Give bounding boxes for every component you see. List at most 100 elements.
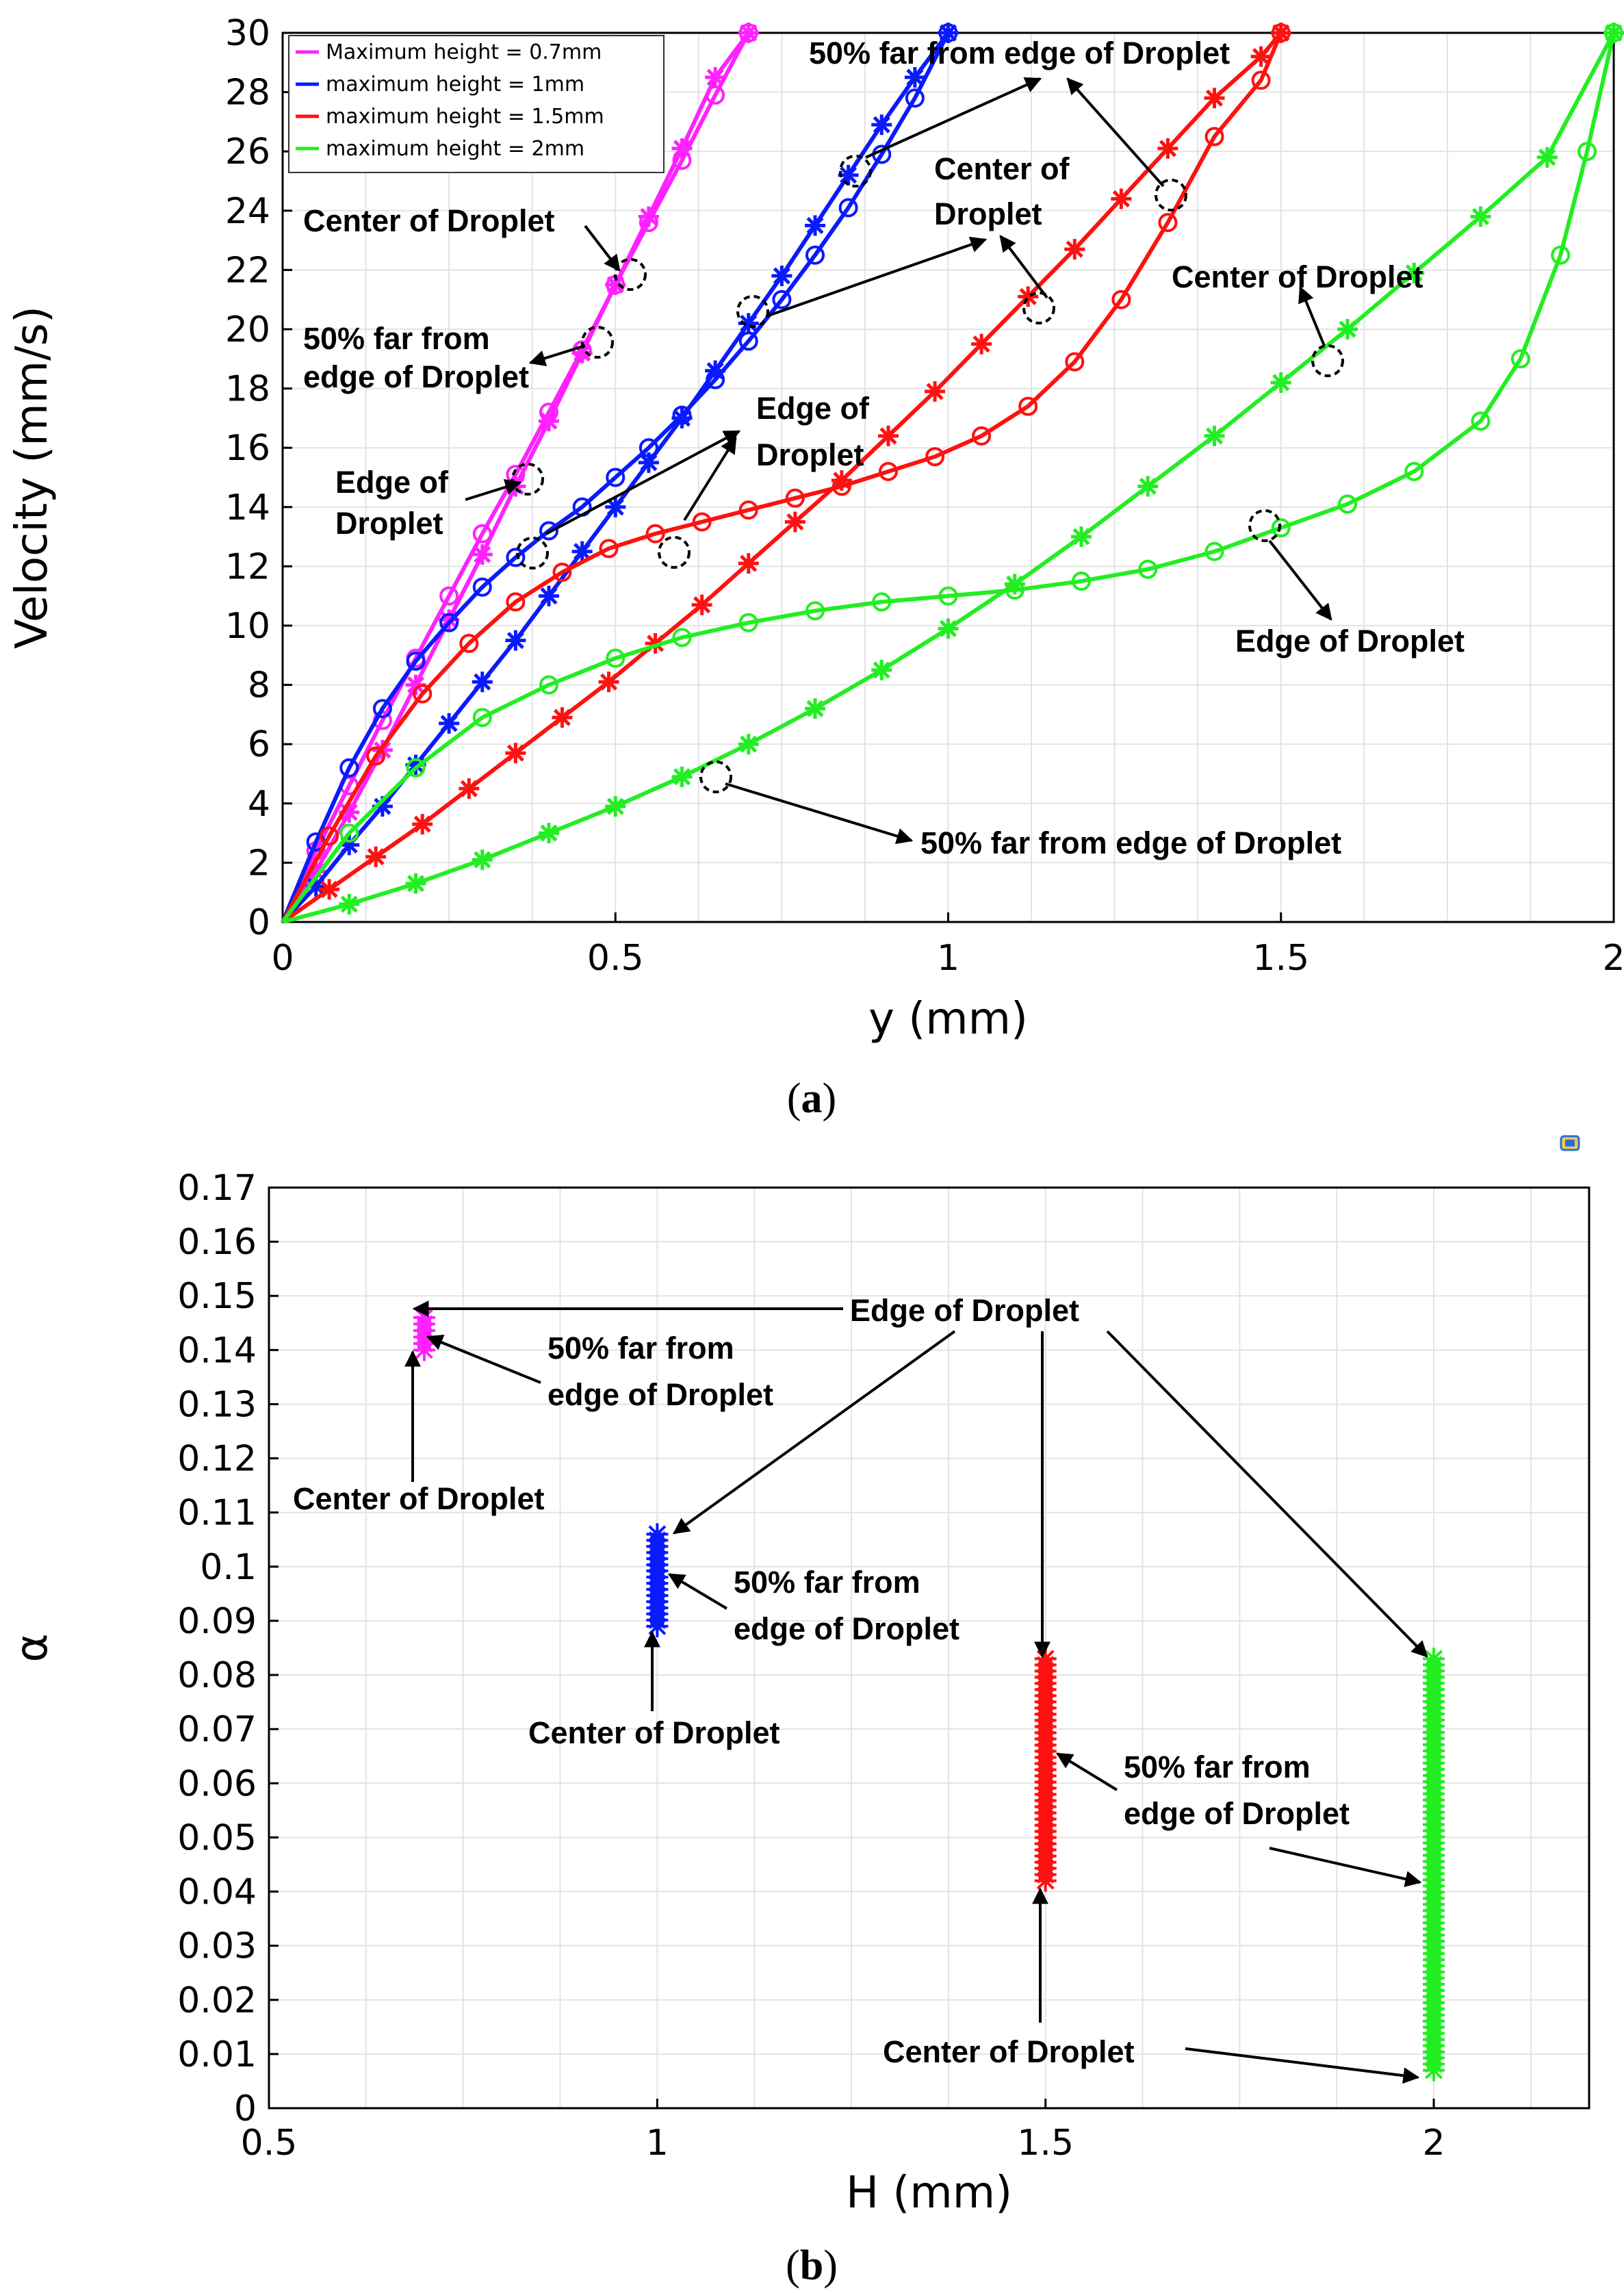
circle-marker — [1551, 245, 1571, 265]
star-marker — [838, 164, 859, 185]
star-marker — [505, 743, 526, 764]
x-axis-label: y (mm) — [868, 994, 1028, 1045]
x-tick-label: 1 — [646, 2123, 669, 2164]
circle-marker — [1018, 396, 1038, 416]
annotation-50pct-droplet-line: 50% far from — [303, 321, 490, 356]
y-tick-label: 16 — [225, 428, 270, 469]
annotation-arrow — [465, 478, 522, 501]
y-tick-label: 0.05 — [177, 1817, 257, 1858]
y-tick-label: 0.04 — [177, 1872, 257, 1913]
annotation-50pct-07-line: edge of Droplet — [547, 1377, 773, 1412]
star-marker — [605, 496, 626, 517]
star-marker — [738, 553, 759, 574]
annotation-50pct-top: 50% far from edge of Droplet — [809, 36, 1230, 71]
annotation-edge-droplet-mid-line: Droplet — [756, 437, 864, 472]
circle-marker — [366, 746, 386, 766]
star-marker — [605, 796, 626, 817]
circle-marker — [1577, 142, 1597, 162]
y-tick-label: 0.15 — [177, 1276, 257, 1317]
highlight-circle — [839, 155, 872, 188]
y-tick-label: 0.14 — [177, 1330, 257, 1371]
y-tick-label: 8 — [248, 665, 270, 706]
circle-marker — [606, 648, 626, 668]
star-marker — [412, 814, 433, 835]
circle-marker — [339, 823, 359, 843]
x-tick-label: 2 — [1423, 2123, 1445, 2164]
annotation-50pct-droplet-line: edge of Droplet — [303, 359, 529, 394]
legend-label: maximum height = 2mm — [326, 137, 584, 161]
star-marker — [1204, 88, 1225, 109]
legend: Maximum height = 0.7mm maximum height = 1… — [288, 35, 665, 173]
star-marker — [705, 360, 726, 381]
star-marker — [1064, 239, 1085, 260]
legend-box — [288, 35, 665, 173]
annotation-center-droplet-line: Center of Droplet — [303, 203, 555, 238]
annotation-edge-droplet-right-line: Edge of Droplet — [1235, 624, 1465, 658]
circle-marker — [785, 488, 805, 508]
star-marker — [365, 846, 387, 867]
annotation-arrow — [426, 1335, 541, 1384]
star-marker — [598, 671, 619, 693]
highlight-circle — [516, 537, 549, 569]
circle-marker — [372, 699, 392, 719]
star-marker — [938, 618, 959, 639]
annotation-edge-droplet-line: Edge of — [335, 465, 449, 500]
annotation-arrow — [1066, 77, 1165, 188]
y-tick-label: 0 — [248, 902, 270, 943]
star-marker — [1603, 23, 1624, 43]
star-marker — [1270, 23, 1291, 43]
star-marker — [691, 594, 712, 615]
circle-marker — [645, 524, 665, 543]
circle-marker — [1471, 411, 1491, 431]
highlight-circle — [1022, 292, 1055, 324]
circle-marker — [539, 521, 558, 541]
y-tick-label: 22 — [225, 250, 270, 291]
star-marker — [738, 734, 759, 755]
star-marker — [871, 114, 892, 136]
y-tick-label: 20 — [225, 309, 270, 350]
star-marker — [1004, 574, 1025, 595]
y-tick-label: 0 — [234, 2088, 257, 2129]
y-tick-label: 0.08 — [177, 1655, 257, 1696]
y-tick-label: 18 — [225, 369, 270, 410]
circle-marker — [1204, 127, 1224, 146]
star-marker — [472, 849, 493, 871]
annotation-center-15-2: Center of Droplet — [883, 2034, 1135, 2069]
legend-label: Maximum height = 0.7mm — [326, 40, 602, 64]
y-axis-label: Velocity (mm/s) — [7, 306, 57, 649]
annotation-arrow — [1269, 1847, 1422, 1887]
circle-marker — [672, 628, 692, 648]
annotation-arrow — [725, 782, 914, 845]
y-tick-label: 24 — [225, 191, 270, 232]
annotation-arrow — [1298, 285, 1326, 346]
star-marker — [671, 766, 693, 787]
y-tick-label: 0.07 — [177, 1709, 257, 1750]
y-tick-label: 0.13 — [177, 1384, 257, 1425]
star-marker — [605, 274, 626, 296]
annotation-50pct-droplet: 50% far from edge of Droplet — [303, 321, 529, 394]
circle-marker — [406, 758, 426, 778]
circle-marker — [805, 601, 825, 621]
annotation-center-droplet-right-line: Center of Droplet — [1172, 259, 1423, 294]
series-line — [281, 31, 751, 923]
circle-marker — [506, 548, 526, 567]
annotation-center-droplet-mid-line: Droplet — [934, 196, 1042, 231]
circle-marker — [606, 467, 626, 487]
star-marker — [831, 470, 852, 491]
star-marker — [805, 698, 825, 719]
circle-marker — [878, 461, 898, 481]
plot-frame — [268, 1186, 1590, 2110]
circle-marker — [925, 447, 945, 467]
star-marker — [319, 879, 340, 900]
y-tick-label: 0.12 — [177, 1439, 257, 1480]
annotation-arrow — [584, 225, 621, 272]
annotation-arrow — [528, 344, 586, 367]
circle-marker — [838, 198, 858, 218]
x-tick-label: 1.5 — [1017, 2123, 1074, 2164]
circle-marker — [1338, 494, 1357, 514]
star-marker — [1423, 2059, 1445, 2081]
circle-marker — [339, 758, 359, 778]
star-marker — [472, 544, 493, 565]
highlight-circle — [581, 326, 614, 359]
